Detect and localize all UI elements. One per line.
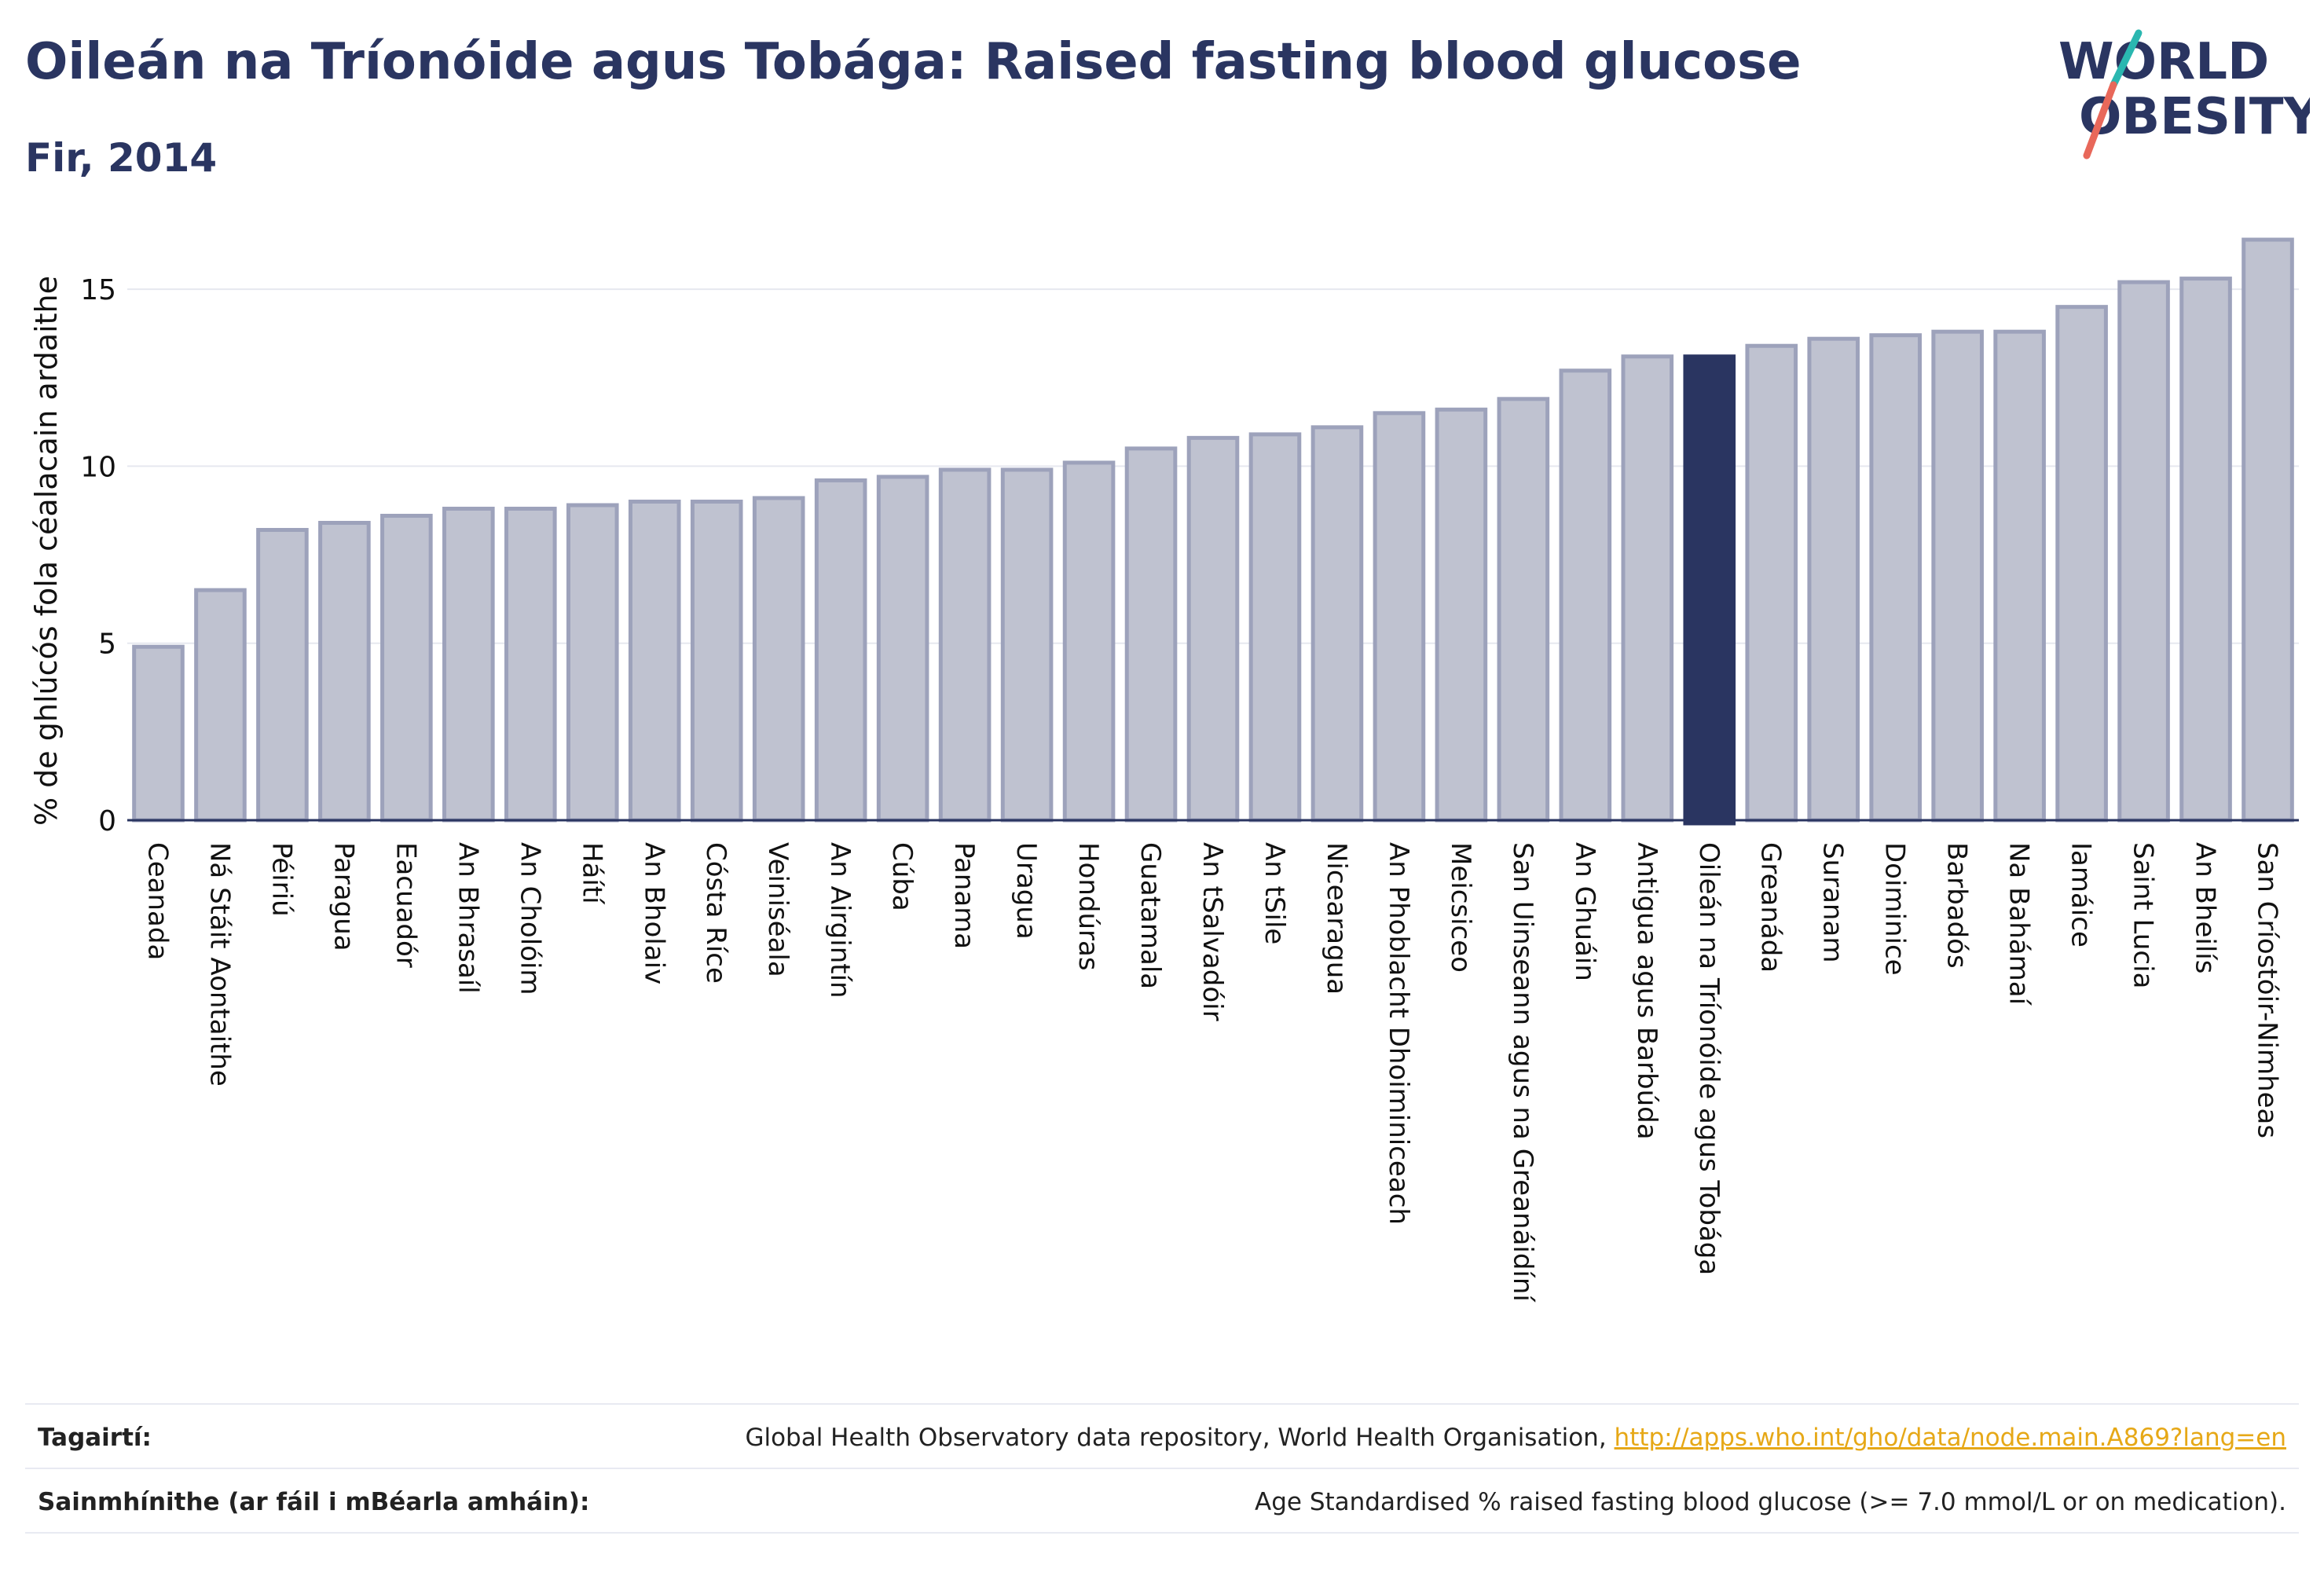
x-tick-label: Eacuadór [390, 842, 421, 968]
x-tick-label: Nicearagua [1321, 842, 1352, 995]
bar-28 [1869, 333, 1922, 823]
references-text: Global Health Observatory data repositor… [745, 1424, 1615, 1452]
bar-33 [2179, 277, 2232, 823]
x-tick-label: Oileán na Tríonóide agus Tobága [1693, 842, 1725, 1275]
x-tick-label: Guatamala [1135, 842, 1166, 989]
x-tick-label: San Críostóir-Nimheas [2252, 842, 2283, 1138]
bar-8 [628, 499, 681, 823]
bar-30 [1993, 329, 2046, 823]
x-tick-label: Panama [948, 842, 980, 949]
references-value: Global Health Observatory data repositor… [745, 1424, 2286, 1452]
bar-23 [1559, 368, 1612, 823]
x-tick-label: An Cholóim [514, 842, 545, 995]
bar-16 [1124, 446, 1178, 823]
footer-rule-top [25, 1403, 2299, 1405]
x-tick-label: An Airgintín [824, 842, 856, 999]
bar-21 [1435, 407, 1488, 823]
bar-0 [132, 644, 185, 823]
footer-rule-bottom [25, 1532, 2299, 1534]
x-tick-label: Saint Lucia [2128, 842, 2159, 988]
bar-13 [938, 467, 992, 823]
bar-29 [1931, 329, 1984, 823]
x-tick-label: Cúba [886, 842, 918, 911]
x-tick-label: Uragua [1010, 842, 1042, 940]
bar-chart: 0 5 10 15 Ceanada Ná Stáit Aontaithe Péiriú Pa… [29, 237, 2299, 1303]
bar-3 [318, 521, 371, 823]
bar-5 [442, 506, 495, 823]
references-link[interactable]: http://apps.who.int/gho/data/node.main.A… [1614, 1424, 2286, 1452]
definitions-row: Sainmhínithe (ar fáil i mBéarla amháin):… [25, 1488, 2299, 1519]
x-tick-label: Péiriú [266, 842, 297, 917]
bar-27 [1807, 336, 1860, 823]
x-tick-label: San Uinseann agus na Greanáidíní [1507, 842, 1538, 1303]
bar-12 [876, 475, 929, 823]
x-tick-label: An tSile [1259, 842, 1290, 944]
definitions-label: Sainmhínithe (ar fáil i mBéarla amháin): [38, 1488, 590, 1516]
bar-26 [1745, 343, 1798, 823]
bar-2 [256, 528, 309, 823]
x-tick-label: Na Bahámaí [2003, 842, 2035, 1006]
bar-10 [752, 496, 805, 823]
x-tick-label: Greanáda [1755, 842, 1787, 973]
bar-32 [2117, 280, 2170, 823]
logo-line2: OBESITY [2079, 88, 2310, 146]
bar-6 [504, 506, 557, 823]
y-tick-label: 5 [98, 629, 116, 661]
y-tick-labels: 0 5 10 15 [80, 274, 116, 837]
y-tick-label: 0 [98, 805, 116, 837]
bar-25 [1683, 354, 1736, 826]
x-tick-label: Ceanada [141, 842, 173, 960]
bar-24 [1621, 354, 1674, 823]
x-tick-label: Háítí [576, 842, 607, 905]
x-tick-label: An Phoblacht Dhoiminiceach [1383, 842, 1414, 1225]
x-tick-label: An Bheilís [2190, 842, 2221, 973]
x-tick-label: An Bholaiv [638, 842, 669, 984]
logo-line1: WORLD [2058, 33, 2269, 91]
definitions-value: Age Standardised % raised fasting blood … [1255, 1488, 2286, 1516]
y-tick-label: 15 [80, 274, 116, 306]
bar-4 [380, 513, 433, 823]
bar-9 [690, 499, 743, 823]
bar-31 [2055, 305, 2108, 823]
x-tick-label: Doiminice [1879, 842, 1911, 976]
x-tick-label: Barbadós [1941, 842, 1973, 969]
x-tick-label: Hondúras [1072, 842, 1104, 971]
page-subtitle: Fir, 2014 [25, 135, 218, 181]
bar-11 [814, 478, 867, 823]
x-tick-labels: Ceanada Ná Stáit Aontaithe Péiriú Paragua Ea… [141, 842, 2282, 1303]
x-tick-label: Paragua [328, 842, 359, 951]
y-axis-label: % de ghlúcós fola céalacain ardaithe [29, 276, 64, 826]
bar-17 [1186, 435, 1240, 823]
logo-accent-coral [2083, 81, 2117, 159]
logo-accent-teal [2110, 29, 2143, 89]
bar-14 [1000, 467, 1054, 823]
bar-7 [566, 503, 619, 823]
footer-rule-middle [25, 1468, 2299, 1469]
world-obesity-logo: WORLD OBESITY [2058, 29, 2310, 159]
x-tick-label: Ná Stáit Aontaithe [203, 842, 235, 1087]
x-tick-label: An tSalvadóir [1197, 842, 1228, 1021]
x-tick-label: Veiniséala [762, 842, 794, 977]
page-title: Oileán na Tríonóide agus Tobága: Raised … [25, 33, 1802, 91]
bar-18 [1248, 432, 1302, 823]
x-tick-label: Cósta Ríce [700, 842, 731, 984]
bar-15 [1062, 460, 1116, 823]
x-tick-label: Suranam [1817, 842, 1849, 962]
bars [132, 237, 2294, 826]
x-tick-label: Iamáice [2066, 842, 2097, 947]
bar-20 [1373, 411, 1426, 823]
y-tick-label: 10 [80, 451, 116, 483]
x-tick-label: Antigua agus Barbúda [1631, 842, 1662, 1140]
references-label: Tagairtí: [38, 1424, 152, 1452]
references-row: Tagairtí: Global Health Observatory data… [25, 1424, 2299, 1455]
bar-1 [194, 588, 247, 823]
x-tick-label: Meicsiceo [1445, 842, 1476, 973]
bar-34 [2242, 237, 2294, 823]
bar-22 [1497, 397, 1550, 823]
x-tick-label: An Bhrasaíl [452, 842, 483, 994]
x-tick-label: An Ghuáin [1569, 842, 1600, 981]
bar-19 [1310, 425, 1364, 823]
